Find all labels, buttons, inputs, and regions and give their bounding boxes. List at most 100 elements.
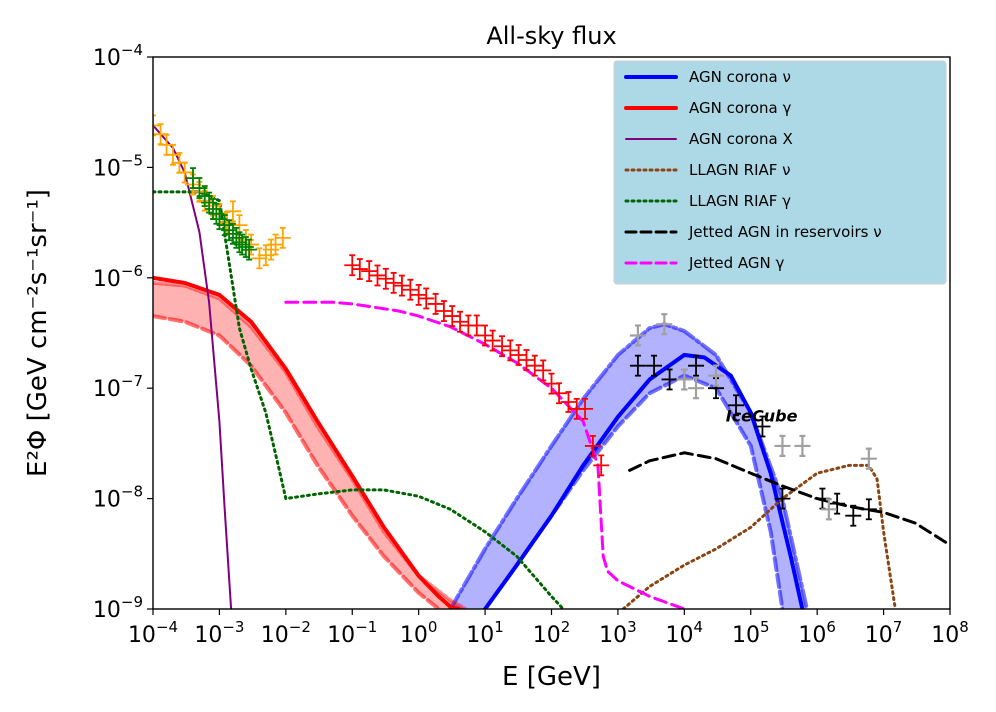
data-point [231,231,248,254]
data-point [224,200,241,223]
data-point [860,447,877,470]
data-point [502,339,519,362]
x-tick-exponent: 7 [893,618,903,636]
legend-entry-llagn-riaf: LLAGN RIAF γ [624,192,791,210]
data-point [860,498,877,521]
data-point [164,143,181,166]
data-point [593,454,610,477]
data-point [444,305,461,327]
annotation-icecube: IceCube [726,406,798,425]
data-point [708,364,725,387]
data-point [361,260,378,282]
data-point [820,498,837,521]
x-axis-title: E [GeV] [502,662,601,692]
data-point [656,313,673,336]
data-point [688,354,705,377]
points-icecube-grey-data [629,313,877,521]
data-point [234,233,251,256]
data-point [418,287,435,310]
x-tick-exponent: 3 [627,618,637,636]
nu-corona-band [450,324,807,609]
data-point [452,310,469,333]
chart-title: All-sky flux [486,22,616,50]
data-point [477,324,494,347]
data-point [251,247,268,270]
data-point [377,267,394,290]
data-point [774,487,791,510]
legend: AGN corona ν AGN corona γ AGN corona X LLAG… [613,60,947,285]
points-red-fermi-data [344,254,610,477]
y-tick-label: 10−4 [93,41,143,71]
data-point [402,278,419,301]
series-llagn-riaf [621,463,897,609]
data-point [510,344,527,366]
points-icecube-black-data [629,354,877,527]
legend-label: LLAGN RIAF ν [689,161,791,179]
legend-label: Jetted AGN γ [688,254,785,272]
data-point [676,368,693,391]
data-point [484,329,501,352]
data-point [845,504,862,527]
points-green-mev-data [184,167,258,261]
x-tick-exponent: 8 [959,618,969,636]
data-point [577,397,594,420]
y-axis: 10−910−810−710−610−510−4 [93,41,153,623]
x-tick-exponent: −2 [289,618,311,636]
data-point [829,492,846,515]
legend-entry-agn-corona: AGN corona ν [624,68,791,86]
data-point [629,354,646,377]
annotations: IceCube [726,406,798,425]
series-agn-corona-x [153,124,233,609]
x-tick-exponent: −1 [355,618,377,636]
y-tick-exponent: −6 [121,262,143,280]
series-agn-corona [153,275,461,609]
legend-entry-jetted-agn: Jetted AGN γ [624,254,785,272]
data-point [385,271,402,294]
data-point [494,335,511,358]
series-jetted-agn-in-reservoirs [628,451,950,547]
data-point [551,382,568,405]
y-tick-exponent: −7 [121,372,143,390]
data-point [754,415,771,438]
y-tick-exponent: −8 [121,483,143,501]
data-point [351,258,368,280]
data-point [208,202,225,225]
data-point [794,434,811,458]
series-agn-corona-band-upper [448,322,809,609]
data-point [410,284,427,306]
data-point [176,161,193,184]
legend-entry-jetted-agn-in-reservoirs: Jetted AGN in reservoirs ν [624,223,882,241]
x-tick-exponent: 5 [760,618,770,636]
y-tick-exponent: −9 [121,593,143,611]
x-tick-exponent: −3 [222,618,244,636]
x-tick-exponent: 4 [694,618,704,636]
data-point [427,293,444,315]
x-tick-exponent: −4 [156,618,178,636]
x-tick-exponent: 1 [494,618,504,636]
x-tick-exponent: 0 [428,618,438,636]
data-point [435,300,452,322]
data-point [393,274,410,297]
data-point [646,354,663,377]
series-llagn-riaf [153,190,565,609]
data-point [518,349,535,371]
data-point [535,359,552,382]
y-tick-exponent: −5 [121,151,143,169]
data-point [688,377,705,400]
data-point [526,354,543,377]
data-point [241,238,258,261]
data-point [369,264,386,287]
data-point [221,219,238,242]
data-point [274,226,291,249]
data-point [237,236,254,258]
legend-label: AGN corona X [689,130,793,148]
legend-label: AGN corona ν [689,68,791,86]
y-axis-title: E²Φ [GeV cm⁻²s⁻¹sr⁻¹] [23,189,53,477]
y-tick-label: 10−7 [93,372,143,402]
data-point [584,435,601,457]
x-tick-exponent: 2 [561,618,571,636]
series-agn-corona-band-lower [153,314,441,609]
legend-box [613,60,947,285]
data-point [728,394,745,417]
